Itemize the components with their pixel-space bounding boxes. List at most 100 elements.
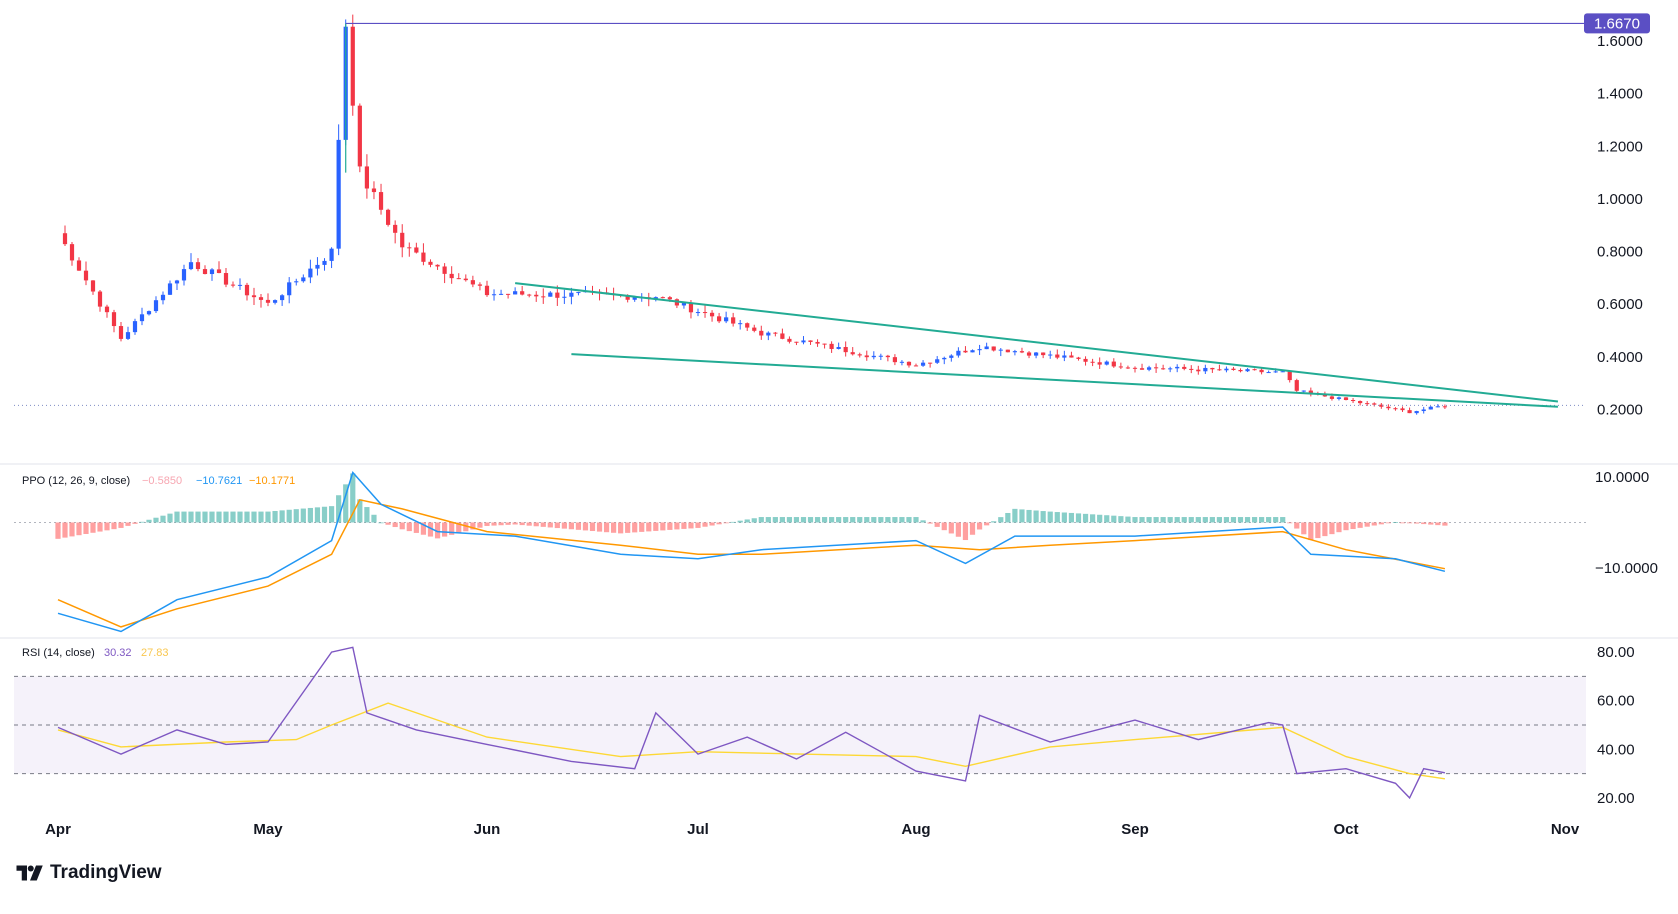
candle-body [498,293,504,295]
ppo-histogram-bar [1195,517,1201,523]
ppo-histogram-bar [357,499,363,523]
candle-body [1189,368,1194,370]
candle-body [1400,408,1405,411]
candle-body [1210,367,1215,370]
candle-body [928,362,933,364]
ppo-histogram-bar [1428,522,1434,525]
ppo-histogram-bar [688,522,694,529]
ppo-histogram-bar [709,522,715,526]
rsi-legend-value: 30.32 [104,647,132,659]
ppo-histogram-bar [871,517,877,523]
ppo-histogram-bar [399,522,405,530]
candle-body [562,296,567,298]
ppo-histogram-bar [1378,522,1384,525]
x-tick-label: Sep [1121,821,1149,838]
candle-body [442,266,447,274]
candle-body [970,350,975,353]
candle-body [688,302,694,313]
candle-body [1428,406,1433,410]
candle-body [329,248,334,261]
ppo-histogram-bar [814,517,821,523]
ppo-histogram-bar [969,522,976,535]
ppo-histogram-bar [350,473,356,523]
candle-body [984,346,989,350]
ppo-histogram-bar [1068,512,1075,523]
ppo-histogram-bar [76,522,82,536]
candle-body [83,270,89,281]
candle-body [265,299,271,303]
ppo-line [57,471,1446,633]
candle-body [885,355,890,358]
ppo-histogram-bar [413,522,419,533]
panel-separators [0,463,1678,639]
candle-body [808,340,813,342]
price-tick-label: 1.6000 [1597,33,1643,50]
rsi-tick-label: 60.00 [1597,693,1635,710]
candle-body [463,278,468,281]
candle-body [146,311,152,315]
candle-body [773,332,778,334]
ppo-histogram-bar [603,522,610,533]
candle-body [1245,369,1250,372]
ppo-histogram-bar [174,511,180,523]
ppo-histogram-bar [83,522,89,534]
candle-body [223,273,229,285]
candle-body [435,264,440,267]
ppo-histogram-bar [456,522,462,534]
ppo-histogram-bar [920,520,926,523]
ppo-histogram-bar [934,522,940,527]
ppo-histogram-bar [244,511,250,523]
ppo-histogram-bar [582,522,589,531]
ppo-histogram-bar [1364,522,1370,527]
candle-body [1280,371,1285,373]
rsi-tick-label: 80.00 [1597,644,1635,661]
candle-body [287,282,292,296]
high-price-label: 1.6670 [1594,15,1640,32]
ppo-histogram-bar [512,522,518,525]
ppo-tick-label: −10.0000 [1595,560,1658,577]
candle-body [625,295,630,300]
candle-body [991,346,996,351]
tradingview-brand[interactable]: TradingView [16,862,162,884]
ppo-histogram-bar [1118,516,1124,523]
rsi-panel: RSI (14, close) 30.32 27.83 80.00 60.00 40.00… [14,644,1635,807]
candle-body [1259,369,1264,373]
candle-body [815,341,820,344]
ppo-histogram-bar [1153,517,1159,523]
candle-body [892,357,898,363]
ppo-histogram-bar [1371,522,1377,526]
ppo-histogram-bar [1357,522,1363,528]
candle-body [188,262,194,270]
ppo-histogram-bar [800,517,807,523]
ppo-histogram-bar [1336,522,1342,533]
ppo-histogram-bar [230,511,236,523]
ppo-histogram-bar [314,507,321,523]
candle-body [871,355,876,358]
ppo-histogram-bar [336,495,342,523]
candle-body [949,355,954,358]
candle-body [794,341,799,343]
ppo-histogram-bar [1385,522,1391,524]
ppo-histogram-bar [1111,515,1117,523]
candle-body [1019,351,1025,353]
ppo-legend-ppo: −10.7621 [196,475,242,487]
ppo-histogram-bar [160,515,166,523]
ppo-histogram-bar [55,522,61,539]
candle-body [1238,369,1243,372]
price-tick-label: 1.4000 [1597,86,1643,103]
ppo-histogram-bar [1322,522,1328,537]
candle-body [1076,357,1081,359]
candle-body [90,280,96,292]
ppo-histogram-bar [1075,513,1082,523]
ppo-histogram-bar [625,522,631,533]
candle-body [160,294,166,301]
price-tick-label: 0.2000 [1597,401,1643,418]
candle-body [1005,349,1010,353]
candle-body [62,233,68,245]
ppo-histogram-bar [976,522,983,530]
ppo-histogram-bar [885,517,891,523]
ppo-histogram-bar [1181,517,1187,523]
candle-body [1168,368,1173,370]
candle-body [76,260,82,271]
candle-body [181,269,187,281]
